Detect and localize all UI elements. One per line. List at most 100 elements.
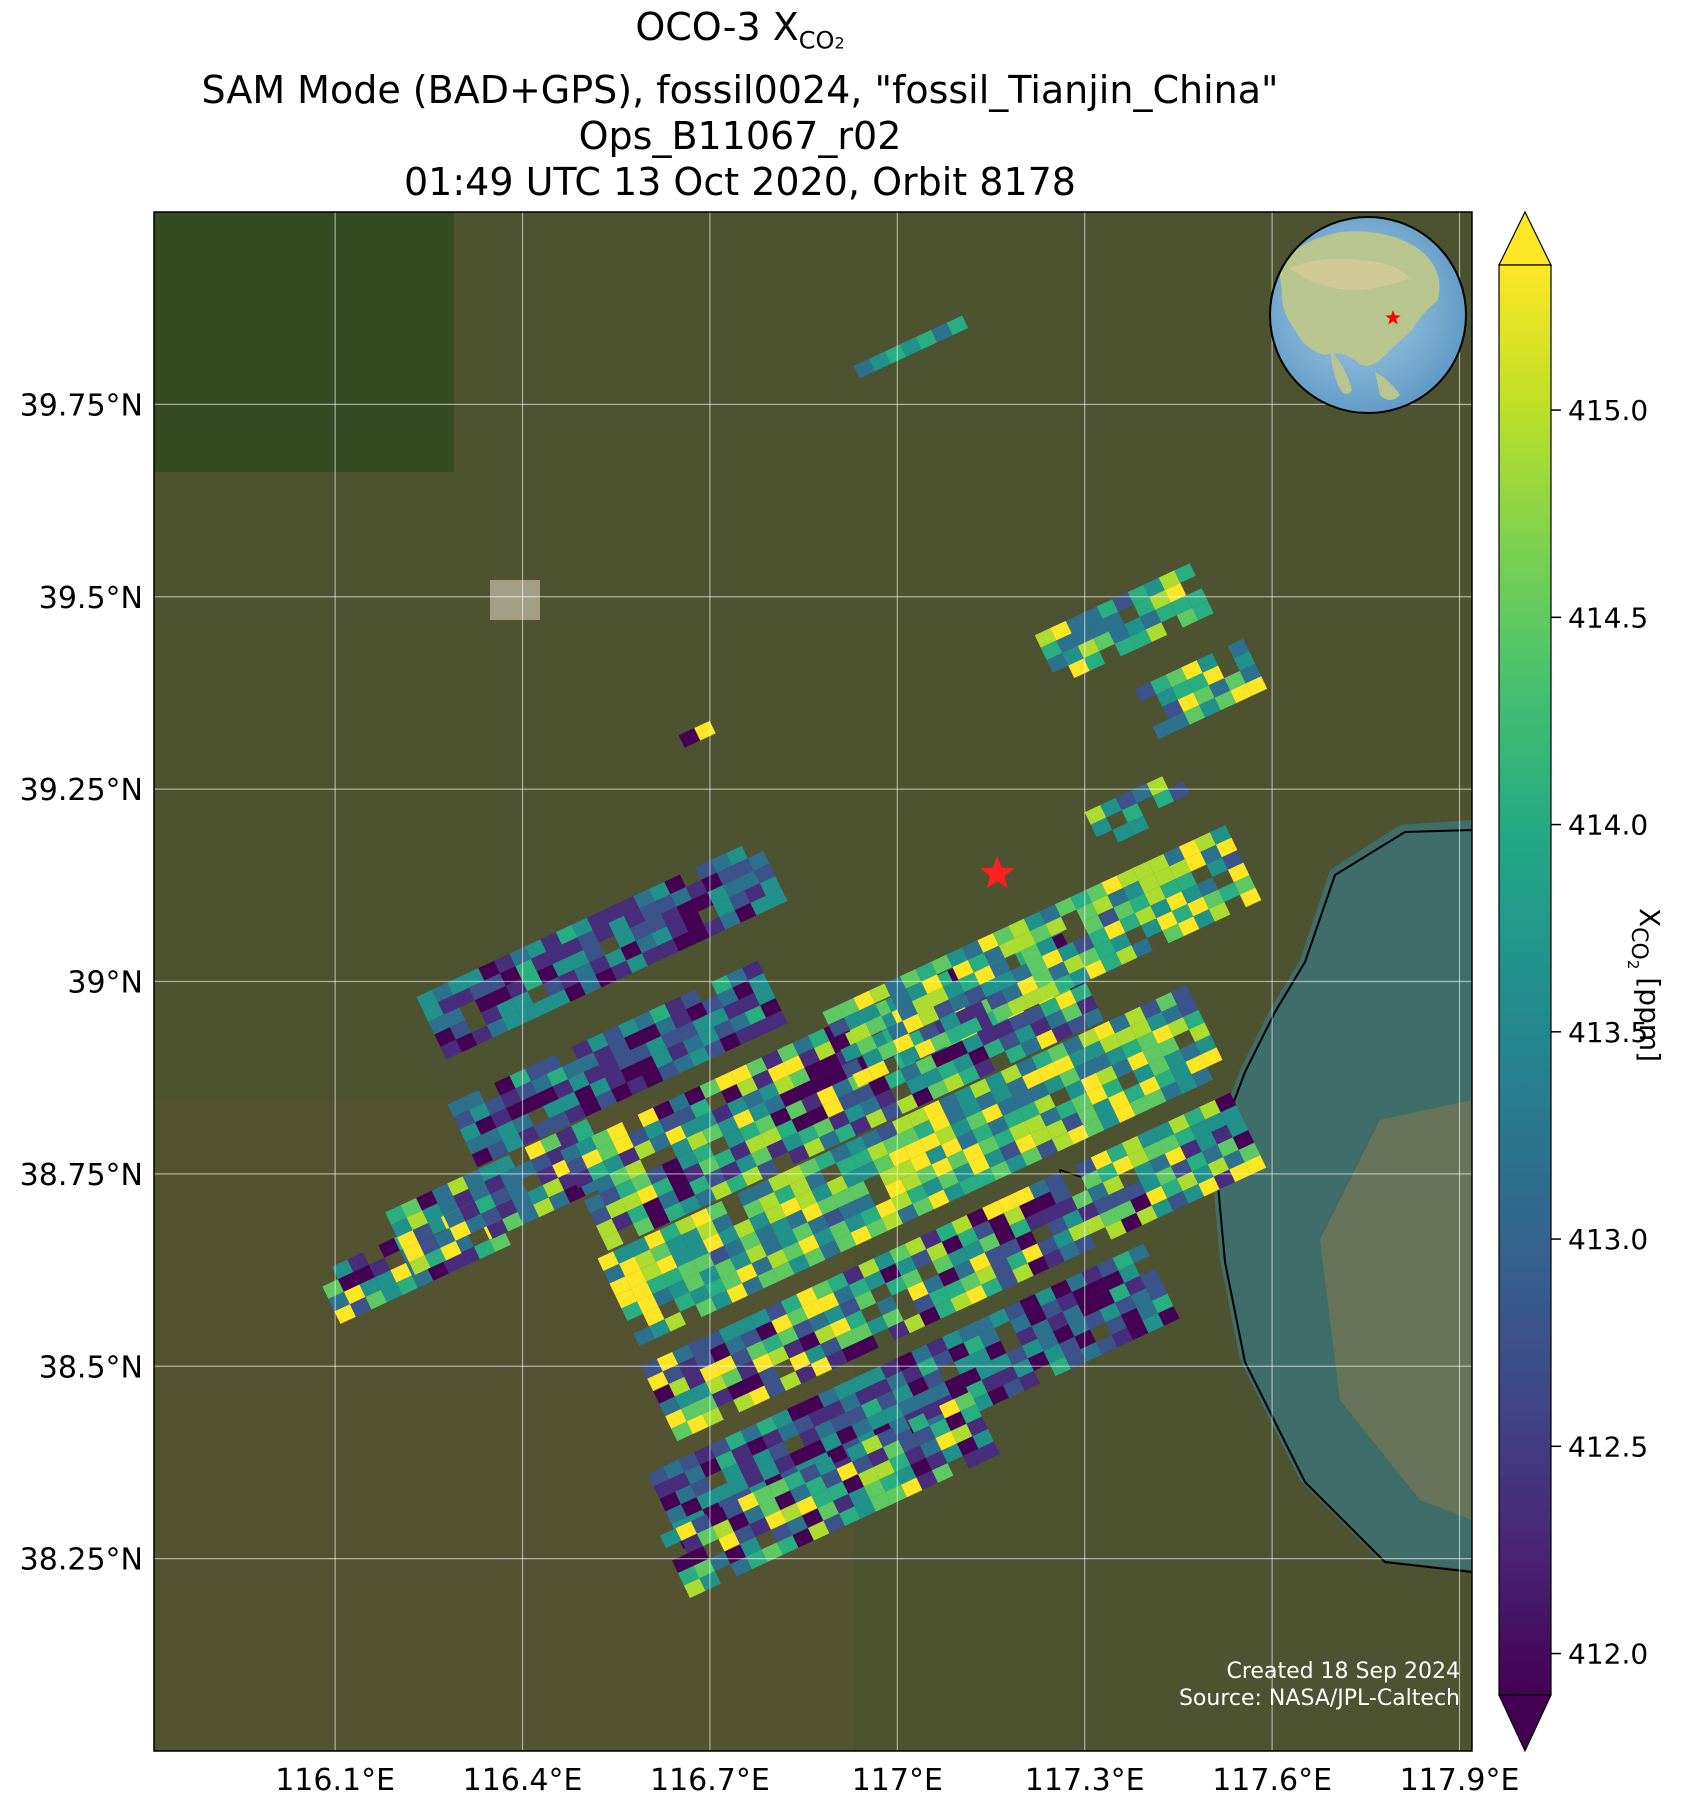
sounding-footprint bbox=[826, 1349, 848, 1370]
sounding-footprint bbox=[1156, 687, 1178, 707]
sounding-footprint bbox=[493, 953, 516, 974]
sounding-footprint bbox=[788, 1144, 810, 1165]
sounding-footprint bbox=[1077, 1202, 1100, 1222]
sounding-footprint bbox=[1053, 973, 1076, 994]
sounding-footprint bbox=[689, 1175, 711, 1196]
sounding-footprint bbox=[546, 944, 568, 965]
sounding-footprint bbox=[686, 1414, 709, 1435]
sounding-footprint bbox=[713, 897, 735, 918]
sounding-footprint bbox=[878, 1166, 901, 1187]
sounding-footprint bbox=[1096, 1257, 1119, 1278]
sounding-footprint bbox=[1112, 822, 1134, 843]
sounding-footprint bbox=[816, 1195, 839, 1215]
sounding-footprint bbox=[729, 1141, 752, 1161]
sounding-footprint bbox=[726, 1283, 748, 1303]
sounding-footprint bbox=[1155, 992, 1177, 1012]
sounding-footprint bbox=[798, 1157, 821, 1178]
sounding-footprint bbox=[1174, 1126, 1196, 1147]
sounding-footprint bbox=[540, 1133, 562, 1153]
sounding-footprint bbox=[653, 1384, 675, 1404]
sounding-footprint bbox=[502, 1010, 524, 1031]
sounding-footprint bbox=[852, 1067, 874, 1088]
sounding-footprint bbox=[1082, 1007, 1105, 1028]
sounding-footprint bbox=[845, 1441, 868, 1462]
sounding-footprint bbox=[409, 1255, 431, 1275]
sounding-footprint bbox=[928, 1286, 951, 1307]
sounding-footprint bbox=[665, 1409, 687, 1429]
sounding-footprint bbox=[1006, 1345, 1028, 1366]
sounding-footprint bbox=[791, 1112, 814, 1133]
sounding-footprint bbox=[776, 1119, 798, 1140]
sounding-footprint bbox=[380, 1282, 403, 1303]
sounding-footprint bbox=[953, 1259, 976, 1280]
sounding-footprint bbox=[869, 351, 891, 372]
sounding-footprint bbox=[686, 1001, 708, 1022]
sounding-footprint bbox=[828, 1220, 851, 1240]
sounding-footprint bbox=[1158, 570, 1181, 591]
sounding-footprint bbox=[992, 925, 1015, 946]
sounding-footprint bbox=[780, 1502, 802, 1523]
sounding-footprint bbox=[540, 932, 562, 952]
sounding-footprint bbox=[820, 1468, 843, 1489]
sounding-footprint bbox=[983, 945, 1005, 966]
sounding-footprint bbox=[1001, 983, 1023, 1003]
sounding-footprint bbox=[1083, 1309, 1106, 1330]
sounding-footprint bbox=[496, 1120, 519, 1141]
sounding-footprint bbox=[680, 1401, 703, 1422]
sounding-footprint bbox=[755, 1321, 778, 1341]
sounding-footprint bbox=[1056, 1196, 1078, 1217]
sounding-footprint bbox=[1062, 1035, 1084, 1056]
sounding-footprint bbox=[752, 1448, 774, 1469]
sounding-footprint bbox=[449, 1019, 472, 1040]
sounding-footprint bbox=[879, 1358, 902, 1379]
sounding-footprint bbox=[1171, 903, 1194, 924]
sounding-footprint bbox=[680, 1227, 703, 1248]
sounding-footprint bbox=[668, 1472, 691, 1492]
sounding-footprint bbox=[909, 1152, 932, 1172]
inset-globe bbox=[1269, 216, 1467, 414]
sounding-footprint bbox=[754, 985, 776, 1006]
colorbar-tick-label: 412.5 bbox=[1568, 1430, 1648, 1463]
sounding-footprint bbox=[618, 1018, 640, 1038]
sounding-footprint bbox=[621, 1301, 643, 1322]
sounding-footprint bbox=[1227, 638, 1250, 659]
sounding-footprint bbox=[612, 1244, 635, 1264]
sounding-footprint bbox=[605, 1070, 627, 1090]
sounding-footprint bbox=[975, 1360, 997, 1380]
sounding-footprint bbox=[647, 1371, 669, 1392]
sounding-footprint bbox=[711, 1482, 734, 1503]
sounding-footprint bbox=[1043, 1343, 1065, 1364]
sounding-footprint bbox=[884, 1178, 907, 1199]
sounding-footprint bbox=[624, 1269, 647, 1289]
sounding-footprint bbox=[850, 1115, 872, 1136]
sounding-footprint bbox=[629, 921, 652, 941]
title-line-4: 01:49 UTC 13 Oct 2020, Orbit 8178 bbox=[404, 159, 1076, 204]
sounding-footprint bbox=[1003, 1205, 1026, 1226]
sounding-footprint bbox=[1093, 1020, 1115, 1041]
sounding-footprint bbox=[1025, 1306, 1047, 1327]
sounding-footprint bbox=[822, 1005, 844, 1025]
sounding-footprint bbox=[751, 1146, 773, 1167]
sounding-footprint bbox=[855, 1035, 878, 1056]
sounding-footprint bbox=[829, 1412, 852, 1433]
sounding-footprint bbox=[469, 1102, 491, 1123]
sounding-footprint bbox=[602, 1231, 624, 1251]
sounding-footprint bbox=[1151, 1293, 1174, 1314]
sounding-footprint bbox=[1129, 1095, 1151, 1116]
sounding-footprint bbox=[1099, 1302, 1121, 1323]
sounding-footprint bbox=[937, 1169, 959, 1190]
sounding-footprint bbox=[926, 1337, 948, 1357]
sounding-footprint bbox=[558, 1091, 581, 1112]
sounding-footprint bbox=[915, 1054, 938, 1075]
sounding-footprint bbox=[462, 968, 485, 988]
sounding-footprint bbox=[1003, 1301, 1026, 1321]
sounding-footprint bbox=[1020, 1036, 1043, 1057]
sounding-footprint bbox=[714, 1258, 736, 1278]
sounding-footprint bbox=[963, 1335, 985, 1355]
sounding-footprint bbox=[412, 1222, 435, 1243]
sounding-footprint bbox=[459, 1122, 482, 1143]
sounding-footprint bbox=[708, 1245, 730, 1266]
sounding-footprint bbox=[844, 1213, 866, 1233]
sounding-footprint bbox=[801, 1202, 823, 1223]
sounding-footprint bbox=[953, 1085, 976, 1106]
